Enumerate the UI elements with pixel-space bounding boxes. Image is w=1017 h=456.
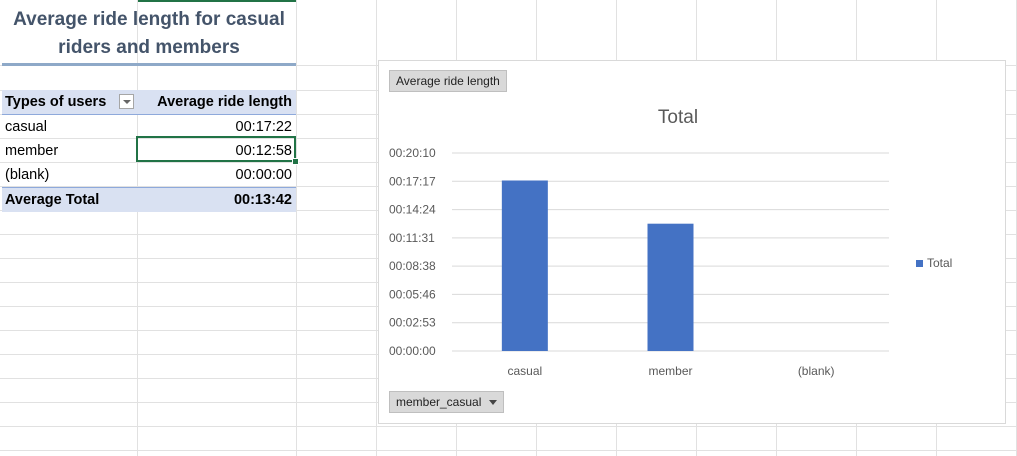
chevron-down-icon [489,400,498,406]
pivot-header-average[interactable]: Average ride length [157,94,292,110]
selection-indicator [138,0,296,2]
pivot-total-row[interactable]: Average Total 00:13:42 [2,187,296,212]
chart-legend[interactable]: Total [916,256,952,270]
sheet-title: Average ride length for casual riders an… [13,9,285,58]
y-tick-label: 00:08:38 [389,259,436,273]
title-underline [2,63,296,66]
y-tick-label: 00:00:00 [389,344,436,358]
x-tick-label: (blank) [798,364,835,378]
pivot-row[interactable]: casual 00:17:22 [2,115,296,139]
y-tick-label: 00:11:31 [389,231,435,245]
pivot-table[interactable]: Types of users Average ride length casua… [2,90,296,212]
pivot-row-type[interactable]: member [5,143,59,159]
pivot-row-value[interactable]: 00:17:22 [235,119,292,135]
axis-field-button[interactable]: member_casual [389,391,505,413]
pivot-chart[interactable]: 00:00:00 00:02:53 00:05:46 00:08:38 00:11:31… [378,60,1006,424]
chart-title: Total [657,107,699,128]
legend-label: Total [927,256,953,270]
chart-plot-area: 00:00:00 00:02:53 00:05:46 00:08:38 00:11:31… [389,146,889,378]
bar-casual[interactable] [501,180,548,351]
pivot-header-types[interactable]: Types of users [5,94,107,110]
pivot-row-type[interactable]: (blank) [5,167,50,183]
pivot-row-type[interactable]: casual [5,119,47,135]
y-tick-label: 00:20:10 [389,146,436,160]
axis-field-label: member_casual [396,395,482,409]
y-tick-label: 00:05:46 [389,287,436,301]
pivot-total-label[interactable]: Average Total [5,192,100,208]
y-tick-label: 00:14:24 [389,203,436,217]
fill-handle[interactable] [292,158,299,165]
x-tick-label: member [648,364,692,378]
filter-dropdown-icon[interactable] [119,94,134,109]
pivot-row-value[interactable]: 00:12:58 [235,143,292,159]
y-tick-label: 00:02:53 [389,316,436,330]
pivot-header-row: Types of users Average ride length [2,90,296,115]
value-field-button[interactable]: Average ride length [389,70,507,92]
pivot-total-value[interactable]: 00:13:42 [233,192,292,208]
x-tick-label: casual [507,364,542,378]
active-cell-outline [136,136,296,162]
y-tick-label: 00:17:17 [389,174,436,188]
legend-swatch [916,260,923,268]
bar-member[interactable] [647,223,694,351]
pivot-row[interactable]: member 00:12:58 [2,139,296,163]
pivot-row-value[interactable]: 00:00:00 [235,167,292,183]
pivot-row[interactable]: (blank) 00:00:00 [2,163,296,187]
